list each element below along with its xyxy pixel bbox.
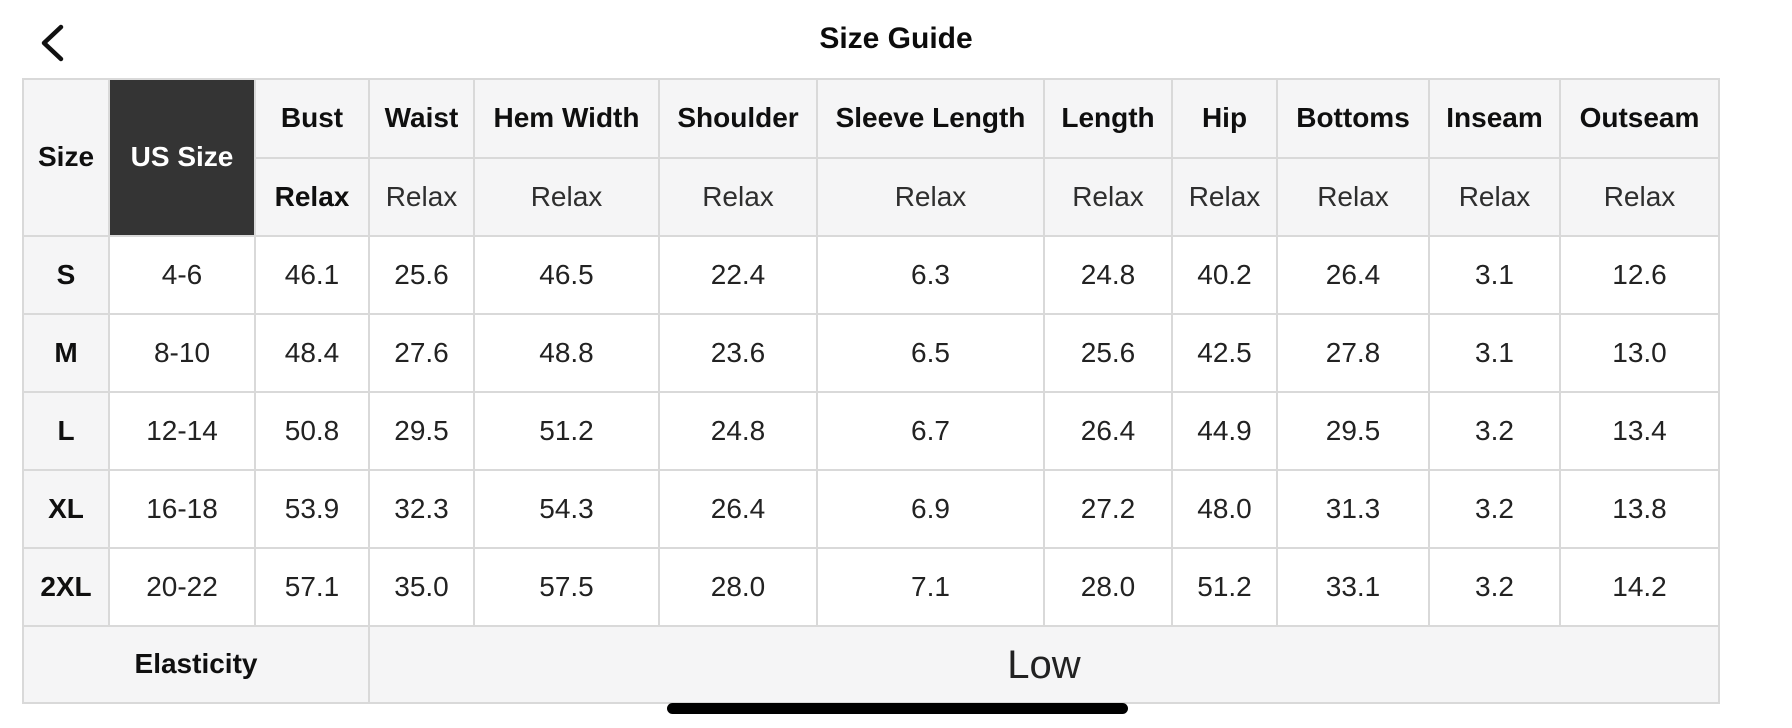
value-cell: 51.2 (1171, 547, 1278, 627)
value-cell: 46.1 (254, 235, 370, 315)
elasticity-row: Elasticity Low (22, 625, 1720, 704)
value-cell: 6.5 (816, 313, 1045, 393)
size-cell: 2XL (22, 547, 110, 627)
value-cell: 28.0 (1043, 547, 1173, 627)
fit-cell-waist: Relax (368, 157, 475, 237)
size-cell: L (22, 391, 110, 471)
table-row-s: S 4-6 46.1 25.6 46.5 22.4 6.3 24.8 40.2 … (22, 235, 1720, 315)
value-cell: 48.0 (1171, 469, 1278, 549)
value-cell: 57.5 (473, 547, 660, 627)
value-cell: 42.5 (1171, 313, 1278, 393)
value-cell: 27.8 (1276, 313, 1430, 393)
value-cell: 28.0 (658, 547, 818, 627)
elasticity-label: Elasticity (22, 625, 370, 704)
value-cell: 57.1 (254, 547, 370, 627)
value-cell: 26.4 (1276, 235, 1430, 315)
value-cell: 31.3 (1276, 469, 1430, 549)
value-cell: 22.4 (658, 235, 818, 315)
us-size-cell: 4-6 (108, 235, 256, 315)
fit-cell-inseam: Relax (1428, 157, 1561, 237)
us-size-column-header[interactable]: US Size (108, 78, 256, 237)
value-cell: 7.1 (816, 547, 1045, 627)
fit-cell-bust: Relax (254, 157, 370, 237)
page-title: Size Guide (819, 22, 973, 55)
us-size-cell: 12-14 (108, 391, 256, 471)
table-row-2xl: 2XL 20-22 57.1 35.0 57.5 28.0 7.1 28.0 5… (22, 547, 1720, 627)
size-cell: M (22, 313, 110, 393)
fit-cell-length: Relax (1043, 157, 1173, 237)
value-cell: 46.5 (473, 235, 660, 315)
table-header-row-1: Size US Size Bust Waist Hem Width Should… (22, 78, 1720, 237)
value-cell: 32.3 (368, 469, 475, 549)
size-cell: XL (22, 469, 110, 549)
value-cell: 51.2 (473, 391, 660, 471)
value-cell: 44.9 (1171, 391, 1278, 471)
value-cell: 27.2 (1043, 469, 1173, 549)
value-cell: 13.8 (1559, 469, 1720, 549)
value-cell: 48.4 (254, 313, 370, 393)
us-size-cell: 8-10 (108, 313, 256, 393)
column-header-sleeve-length: Sleeve Length (816, 78, 1045, 159)
value-cell: 48.8 (473, 313, 660, 393)
column-header-hip: Hip (1171, 78, 1278, 159)
value-cell: 14.2 (1559, 547, 1720, 627)
fit-cell-outseam: Relax (1559, 157, 1720, 237)
home-indicator[interactable] (667, 703, 1128, 714)
fit-cell-sleeve-length: Relax (816, 157, 1045, 237)
value-cell: 12.6 (1559, 235, 1720, 315)
value-cell: 3.1 (1428, 313, 1561, 393)
us-size-cell: 16-18 (108, 469, 256, 549)
value-cell: 35.0 (368, 547, 475, 627)
table-row-m: M 8-10 48.4 27.6 48.8 23.6 6.5 25.6 42.5… (22, 313, 1720, 393)
fit-cell-hip: Relax (1171, 157, 1278, 237)
back-button[interactable] (30, 20, 74, 68)
value-cell: 53.9 (254, 469, 370, 549)
value-cell: 25.6 (1043, 313, 1173, 393)
value-cell: 3.2 (1428, 547, 1561, 627)
chevron-left-icon (39, 23, 65, 66)
column-header-hem-width: Hem Width (473, 78, 660, 159)
value-cell: 6.3 (816, 235, 1045, 315)
column-header-outseam: Outseam (1559, 78, 1720, 159)
value-cell: 3.1 (1428, 235, 1561, 315)
value-cell: 3.2 (1428, 469, 1561, 549)
value-cell: 54.3 (473, 469, 660, 549)
value-cell: 25.6 (368, 235, 475, 315)
value-cell: 40.2 (1171, 235, 1278, 315)
column-header-shoulder: Shoulder (658, 78, 818, 159)
size-cell: S (22, 235, 110, 315)
size-guide-table: Size US Size Bust Waist Hem Width Should… (22, 78, 1720, 704)
table-row-l: L 12-14 50.8 29.5 51.2 24.8 6.7 26.4 44.… (22, 391, 1720, 471)
value-cell: 26.4 (1043, 391, 1173, 471)
column-header-bottoms: Bottoms (1276, 78, 1430, 159)
column-header-bust: Bust (254, 78, 370, 159)
fit-cell-bottoms: Relax (1276, 157, 1430, 237)
table-header-row-2: Relax Relax Relax Relax Relax Relax Rela… (23, 157, 1720, 237)
column-header-inseam: Inseam (1428, 78, 1561, 159)
value-cell: 50.8 (254, 391, 370, 471)
fit-cell-hem-width: Relax (473, 157, 660, 237)
value-cell: 33.1 (1276, 547, 1430, 627)
nav-bar: Size Guide (0, 0, 1792, 78)
value-cell: 27.6 (368, 313, 475, 393)
value-cell: 3.2 (1428, 391, 1561, 471)
column-header-waist: Waist (368, 78, 475, 159)
value-cell: 24.8 (658, 391, 818, 471)
value-cell: 29.5 (1276, 391, 1430, 471)
column-header-length: Length (1043, 78, 1173, 159)
value-cell: 13.4 (1559, 391, 1720, 471)
value-cell: 13.0 (1559, 313, 1720, 393)
elasticity-value: Low (368, 625, 1720, 704)
value-cell: 26.4 (658, 469, 818, 549)
size-column-header: Size (22, 78, 110, 237)
value-cell: 23.6 (658, 313, 818, 393)
value-cell: 6.7 (816, 391, 1045, 471)
value-cell: 6.9 (816, 469, 1045, 549)
value-cell: 29.5 (368, 391, 475, 471)
us-size-cell: 20-22 (108, 547, 256, 627)
table-row-xl: XL 16-18 53.9 32.3 54.3 26.4 6.9 27.2 48… (22, 469, 1720, 549)
fit-cell-shoulder: Relax (658, 157, 818, 237)
value-cell: 24.8 (1043, 235, 1173, 315)
